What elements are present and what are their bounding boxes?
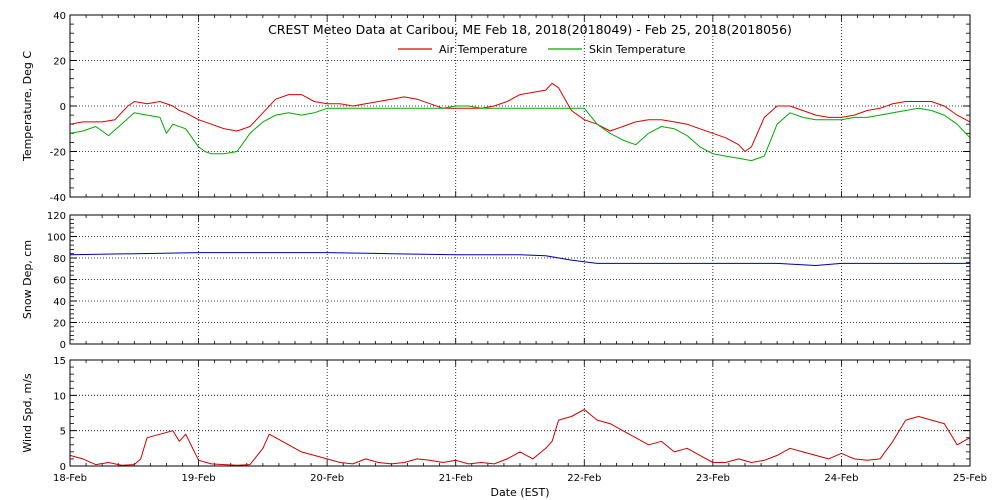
y-tick-label: 5 <box>60 427 66 438</box>
y-axis-title: Temperature, Deg C <box>21 51 34 162</box>
panel-1: -40 -20 0 20 40 Temperature, Deg C <box>21 11 971 204</box>
x-tick-label: 18-Feb <box>53 473 87 484</box>
plot-panels: -40 -20 0 20 40 Temperature, Deg C 0 20 40 60 80 10… <box>21 11 987 484</box>
y-tick-label: 120 <box>47 211 66 222</box>
plot-frame <box>69 214 971 345</box>
y-tick-label: 0 <box>60 462 66 473</box>
legend: Air Temperature Skin Temperature <box>398 43 686 56</box>
x-axis-title: Date (EST) <box>490 486 549 499</box>
y-tick-label: 15 <box>53 356 66 367</box>
x-tick-label: 20-Feb <box>310 473 344 484</box>
y-tick-label: 100 <box>47 233 66 244</box>
plot-frame <box>69 14 971 198</box>
y-tick-label: 20 <box>53 319 66 330</box>
y-tick-label: -40 <box>50 193 66 204</box>
y-tick-label: 40 <box>53 11 66 22</box>
panel-3: 0 5 10 15 Wind Spd, m/s <box>21 356 971 473</box>
y-tick-label: -20 <box>50 148 66 159</box>
x-tick-label: 22-Feb <box>567 473 601 484</box>
x-tick-label: 21-Feb <box>439 473 473 484</box>
y-tick-label: 20 <box>53 57 66 68</box>
y-tick-label: 40 <box>53 297 66 308</box>
y-tick-label: 0 <box>60 340 66 351</box>
x-tick-label: 23-Feb <box>696 473 730 484</box>
legend-label-1: Air Temperature <box>439 43 528 56</box>
y-tick-label: 0 <box>60 102 66 113</box>
series-line-2 <box>69 105 971 162</box>
y-tick-label: 80 <box>53 254 66 265</box>
y-tick-label: 10 <box>53 391 66 402</box>
y-axis-title: Wind Spd, m/s <box>21 373 34 453</box>
panel-2: 0 20 40 60 80 100 120 Snow Dep, cm <box>21 211 971 351</box>
series-line-1 <box>69 82 971 152</box>
series-line-1 <box>69 252 970 266</box>
legend-label-2: Skin Temperature <box>589 43 686 56</box>
chart-title: CREST Meteo Data at Caribou, ME Feb 18, … <box>268 22 792 37</box>
y-tick-label: 60 <box>53 276 66 287</box>
x-tick-label: 25-Feb <box>953 473 987 484</box>
y-axis-title: Snow Dep, cm <box>21 240 34 319</box>
x-tick-label: 24-Feb <box>824 473 858 484</box>
plot-frame <box>69 359 971 467</box>
x-tick-label: 19-Feb <box>182 473 216 484</box>
series-line-1 <box>69 409 971 466</box>
